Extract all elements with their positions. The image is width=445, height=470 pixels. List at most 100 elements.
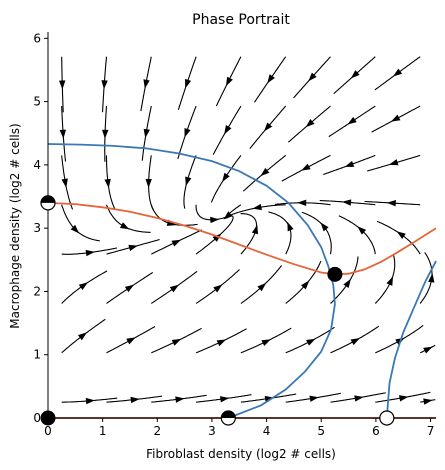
- y-axis-label: Macrophage density (log2 # cells): [8, 123, 22, 328]
- streamline-arrow-54: [305, 118, 315, 128]
- streamline-arrow-23: [143, 79, 150, 89]
- streamline-arrow-53: [301, 163, 311, 171]
- x-tick-label-0: 0: [44, 424, 52, 438]
- streamline-arrow-44: [252, 203, 262, 211]
- streamline-arrow-67: [396, 231, 406, 240]
- streamline-arrow-41: [306, 338, 316, 346]
- streamline-arrow-70: [390, 114, 401, 122]
- streamline-arrow-71: [392, 68, 403, 77]
- streamline-arrow-18: [169, 284, 180, 293]
- streamline-arrow-61: [344, 160, 355, 167]
- streamline-arrow-15: [101, 80, 108, 90]
- streamline-arrow-33: [261, 339, 271, 347]
- streamlines: [58, 56, 436, 405]
- streamline-arrow-55: [308, 72, 317, 82]
- streamline-arrow-0: [85, 397, 95, 405]
- y-tick-label-6: 6: [33, 31, 41, 45]
- streamline-arrow-51: [320, 222, 329, 232]
- streamline-arrow-63: [350, 70, 360, 79]
- streamline-arrow-30: [184, 127, 191, 138]
- streamline-arrow-9: [126, 337, 136, 345]
- streamline-arrow-8: [130, 396, 140, 404]
- streamline-arrow-59: [357, 226, 367, 235]
- y-tick-label-2: 2: [33, 284, 41, 298]
- chart-title: Phase Portrait: [192, 12, 290, 28]
- streamline-arrow-2: [78, 282, 89, 291]
- fixed-point-stable-1: [327, 266, 343, 282]
- streamline-arrow-68: [386, 200, 396, 207]
- streamline-arrow-21: [145, 178, 152, 188]
- streamline-arrow-64: [423, 398, 433, 405]
- streamline-arrow-58: [386, 276, 394, 286]
- nullcline-2: [47, 202, 437, 276]
- streamline-arrow-46: [263, 122, 273, 132]
- streamline-arrow-65: [423, 346, 433, 354]
- x-tick-label-4: 4: [263, 424, 271, 438]
- streamline-arrow-56: [399, 395, 409, 402]
- nullcline-0: [47, 143, 336, 419]
- x-tick-label-2: 2: [153, 424, 161, 438]
- streamline-arrow-3: [85, 249, 95, 257]
- streamline-arrow-34: [257, 282, 267, 292]
- streamline-43: [268, 211, 292, 255]
- streamline-arrow-48: [354, 395, 364, 402]
- y-tick-label-4: 4: [33, 158, 41, 172]
- streamline-59: [338, 215, 376, 255]
- fixed-points: [40, 195, 395, 426]
- y-tick-label-5: 5: [33, 95, 41, 109]
- fixed-point-stable-0: [40, 410, 56, 426]
- streamline-arrow-1: [77, 332, 88, 341]
- streamline-arrow-29: [185, 176, 192, 187]
- streamline-arrow-10: [124, 284, 135, 293]
- fixed-point-semi-stable-2: [220, 410, 236, 426]
- x-tick-label-5: 5: [317, 424, 325, 438]
- streamline-arrow-62: [347, 116, 357, 125]
- streamline-arrow-37: [222, 172, 230, 182]
- streamline-arrow-5: [61, 178, 68, 188]
- streamline-arrow-22: [143, 128, 150, 139]
- streamline-arrow-26: [213, 284, 223, 293]
- streamline-arrow-35: [251, 224, 259, 235]
- x-axis-label: Fibroblast density (log2 # cells): [146, 447, 336, 461]
- fixed-point-semi-stable-3: [40, 195, 56, 211]
- streamline-arrow-12: [119, 222, 130, 230]
- streamline-arrow-50: [343, 278, 351, 289]
- tick-marks: 0 1 2 3 4 5 6 7 0 1 2 3 4 5 6: [33, 31, 434, 438]
- streamline-arrow-7: [58, 80, 66, 90]
- streamline-arrow-52: [297, 199, 307, 207]
- streamline-arrow-60: [342, 199, 352, 206]
- streamline-arrow-6: [59, 129, 67, 139]
- streamline-arrow-49: [350, 338, 360, 346]
- streamline-arrow-47: [267, 74, 275, 84]
- streamline-arrow-24: [220, 396, 230, 403]
- streamline-4: [61, 204, 100, 242]
- streamline-arrow-11: [128, 244, 138, 252]
- streamline-arrow-13: [104, 178, 111, 189]
- nullclines: [47, 143, 437, 419]
- streamline-arrow-40: [309, 395, 319, 402]
- fixed-point-unstable-4: [379, 410, 395, 426]
- y-tick-label-0: 0: [33, 411, 41, 425]
- streamline-arrow-28: [210, 216, 220, 224]
- streamline-arrow-42: [300, 280, 310, 290]
- streamline-arrow-66: [428, 273, 435, 283]
- x-tick-label-1: 1: [99, 424, 107, 438]
- streamline-arrow-31: [185, 78, 192, 89]
- streamline-arrow-4: [70, 224, 80, 234]
- streamline-arrow-45: [260, 167, 270, 177]
- streamline-arrow-43: [287, 221, 294, 232]
- streamline-34: [240, 265, 282, 304]
- streamline-arrow-17: [171, 338, 182, 346]
- y-tick-label-3: 3: [33, 221, 41, 235]
- streamline-arrow-16: [175, 396, 185, 403]
- streamline-arrow-27: [212, 233, 222, 242]
- streamline-67: [376, 220, 421, 255]
- axes: [47, 32, 436, 419]
- streamline-arrow-36: [223, 211, 233, 220]
- streamline-arrow-69: [388, 159, 399, 166]
- streamline-arrow-19: [171, 239, 182, 247]
- streamline-arrow-39: [225, 76, 233, 87]
- streamline-arrow-25: [216, 339, 227, 347]
- streamline-51: [301, 211, 332, 255]
- x-tick-label-6: 6: [372, 424, 380, 438]
